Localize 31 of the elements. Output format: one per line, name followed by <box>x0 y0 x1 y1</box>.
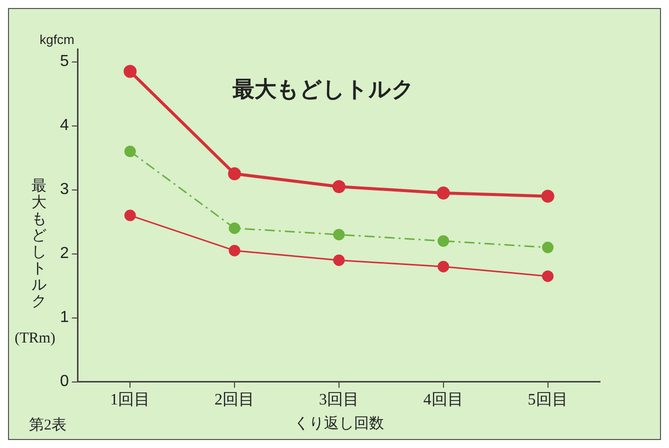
x-axis-title: くり返し回数 <box>294 414 384 432</box>
point <box>228 222 240 234</box>
point <box>124 64 137 78</box>
point <box>542 242 554 254</box>
x-tick-label: 4回目 <box>423 392 464 409</box>
point <box>436 186 450 200</box>
y-tick-label: 2 <box>60 245 69 262</box>
y-tick-label: 4 <box>60 117 69 134</box>
point <box>332 180 346 194</box>
point <box>541 190 554 203</box>
x-tick-label: 1回目 <box>110 392 150 409</box>
x-tick-label: 3回目 <box>318 392 359 409</box>
point <box>228 244 240 256</box>
x-tick-label: 2回目 <box>214 392 255 409</box>
text: 第2表 <box>29 416 66 434</box>
y-tick-label: 3 <box>60 181 69 198</box>
point <box>542 270 554 282</box>
point <box>124 210 136 222</box>
text: kgfcm <box>40 32 74 48</box>
text: 最大もどしトルク(TRm) <box>14 178 56 347</box>
point <box>228 167 242 180</box>
x-tick-label: 5回目 <box>528 392 568 409</box>
y-tick-label: 5 <box>60 53 69 70</box>
point <box>124 146 136 158</box>
text: 最大もどしトルク <box>231 76 414 102</box>
y-tick-label: 1 <box>60 309 69 326</box>
y-tick-label: 0 <box>60 373 69 390</box>
point <box>438 260 450 272</box>
point <box>333 228 345 240</box>
point <box>438 235 450 247</box>
point <box>333 254 345 266</box>
